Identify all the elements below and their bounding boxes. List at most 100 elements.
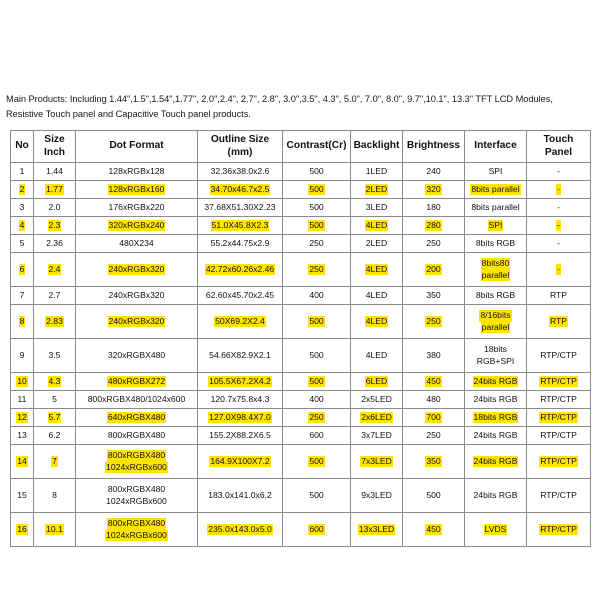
cell-touch-panel: -: [526, 180, 591, 199]
cell-dot-format-value: 480X234: [119, 237, 154, 248]
cell-dot-format: 128xRGBx160: [75, 180, 198, 199]
cell-outline-size-value: 164.9X100X7.2: [209, 455, 271, 468]
cell-dot-format-value: 800xRGBX480: [106, 450, 167, 462]
cell-dot-format-text: 640xRGBX480: [77, 411, 196, 424]
cell-dot-format-value: 800xRGBX480: [106, 518, 167, 530]
cell-touch-panel-text: RTP: [528, 290, 589, 302]
cell-contrast-value: 500: [309, 201, 324, 212]
cell-backlight: 3LED: [350, 198, 403, 217]
cell-interface-text: parallel: [466, 321, 525, 333]
cell-size-inch: 6.2: [33, 426, 76, 445]
cell-size-inch-value: 3.5: [48, 349, 61, 360]
cell-no-value: 6: [18, 263, 26, 276]
cell-interface-text: 8bits parallel: [466, 183, 525, 196]
intro-paragraph: Main Products: Including 1.44",1.5",1.54…: [6, 92, 596, 121]
cell-touch-panel-text: RTP/CTP: [528, 490, 589, 502]
column-header-line1: No: [15, 140, 29, 152]
column-header-no: No: [10, 130, 34, 163]
cell-outline-size-value: 183.0x141.0x6.2: [208, 489, 272, 500]
cell-touch-panel-value: RTP: [548, 315, 569, 328]
cell-interface: SPI: [464, 216, 527, 235]
cell-backlight-value: 4LED: [364, 263, 389, 276]
cell-touch-panel: -: [526, 198, 591, 217]
cell-interface: 8bits RGB: [464, 286, 527, 305]
table-row: 8 2.83 240xRGBx320 50X69.2X2.4 500 4LED 250 8/1…: [10, 304, 591, 339]
cell-backlight: 1LED: [350, 162, 403, 181]
cell-dot-format-text: 800xRGBX480: [77, 430, 196, 442]
cell-no-text: 13: [12, 430, 32, 442]
cell-dot-format: 320xRGBX480: [75, 338, 198, 373]
cell-touch-panel: RTP/CTP: [526, 372, 591, 391]
column-header-dot: Dot Format: [75, 130, 198, 163]
cell-backlight-value: 3LED: [365, 201, 388, 212]
cell-contrast: 500: [282, 198, 351, 217]
cell-size-inch-text: 8: [35, 490, 74, 502]
cell-contrast-value: 500: [308, 183, 325, 196]
cell-interface-value: parallel: [480, 321, 511, 333]
cell-interface: 8bits80 parallel: [464, 252, 527, 287]
cell-backlight-text: 2x6LED: [352, 411, 401, 424]
cell-no-value: 11: [17, 393, 27, 404]
cell-brightness-value: 380: [426, 349, 441, 360]
cell-brightness: 350: [402, 286, 465, 305]
cell-no-text: 11: [12, 394, 32, 406]
cell-dot-format-text: 480xRGBX272: [77, 375, 196, 388]
cell-interface-value: 8bits80: [480, 258, 511, 270]
cell-interface-text: 18bits RGB: [466, 411, 525, 424]
cell-outline-size-text: 51.0X45.8X2.3: [199, 219, 281, 232]
cell-dot-format-value: 176xRGBx220: [108, 201, 165, 212]
cell-outline-size-text: 55.2x44.75x2.9: [199, 238, 281, 250]
cell-outline-size-text: 120.7x75.8x4.3: [199, 394, 281, 406]
cell-interface-text: 8/16bits: [466, 310, 525, 322]
cell-touch-panel-value: RTP/CTP: [540, 489, 577, 500]
cell-brightness: 250: [402, 234, 465, 253]
cell-interface: 18bits RGB+SPI: [464, 338, 527, 373]
cell-outline-size-value: 155.2X88.2X6.5: [209, 429, 271, 440]
cell-backlight-text: 2x5LED: [352, 394, 401, 406]
column-header-line1: Brightness: [406, 140, 461, 152]
cell-dot-format-value: 640xRGBX480: [106, 411, 167, 424]
cell-outline-size-value: 54.66X82.9X2.1: [209, 349, 271, 360]
cell-contrast-text: 250: [284, 238, 349, 250]
cell-touch-panel-value: RTP: [549, 289, 568, 300]
cell-touch-panel: RTP: [526, 286, 591, 305]
cell-contrast-value: 250: [308, 263, 325, 276]
cell-outline-size-value: 235.0x143.0x5.0: [207, 523, 273, 536]
cell-backlight-text: 3x7LED: [352, 430, 401, 442]
cell-contrast-value: 500: [308, 375, 325, 388]
cell-backlight-value: 2LED: [364, 183, 389, 196]
cell-brightness: 240: [402, 162, 465, 181]
cell-interface: 8bits parallel: [464, 198, 527, 217]
cell-no-value: 14: [16, 455, 28, 468]
cell-interface-text: 24bits RGB: [466, 394, 525, 406]
cell-outline-size-value: 32.36x38.0x2.6: [210, 165, 270, 176]
cell-interface-text: SPI: [466, 219, 525, 232]
cell-dot-format-value: 800xRGBX480: [107, 484, 166, 494]
cell-dot-format: 128xRGBx128: [75, 162, 198, 181]
cell-contrast: 400: [282, 390, 351, 409]
cell-interface-text: 8bits80: [466, 258, 525, 270]
cell-no-text: 5: [12, 238, 32, 250]
cell-size-inch: 3.5: [33, 338, 76, 373]
cell-touch-panel-value: -: [557, 201, 560, 212]
cell-contrast-text: 500: [284, 183, 349, 196]
product-spec-table: No Size Inch Dot Format Outline Size (mm) Cont…: [10, 130, 591, 547]
cell-brightness: 450: [402, 512, 465, 547]
cell-brightness-text: 250: [404, 238, 463, 250]
table-row: 3 2.0 176xRGBx220 37.68X51.30X2.23 500 3LED 18…: [10, 198, 591, 217]
cell-size-inch-value: 6.2: [48, 429, 61, 440]
cell-outline-size-text: 50X69.2X2.4: [199, 315, 281, 328]
cell-brightness: 380: [402, 338, 465, 373]
cell-touch-panel-text: RTP/CTP: [528, 375, 589, 388]
table-header: No Size Inch Dot Format Outline Size (mm) Cont…: [10, 130, 591, 163]
cell-backlight-value: 4LED: [365, 289, 388, 300]
cell-brightness: 480: [402, 390, 465, 409]
cell-interface: 24bits RGB: [464, 444, 527, 479]
cell-outline-size-text: 127.0X98.4X7.0: [199, 411, 281, 424]
cell-brightness: 180: [402, 198, 465, 217]
cell-contrast: 600: [282, 512, 351, 547]
cell-interface-value: 18bits RGB: [472, 411, 519, 424]
cell-dot-format: 800xRGBX480 1024xRGBx600: [75, 512, 198, 547]
cell-no-text: 4: [12, 219, 32, 232]
cell-brightness: 250: [402, 426, 465, 445]
